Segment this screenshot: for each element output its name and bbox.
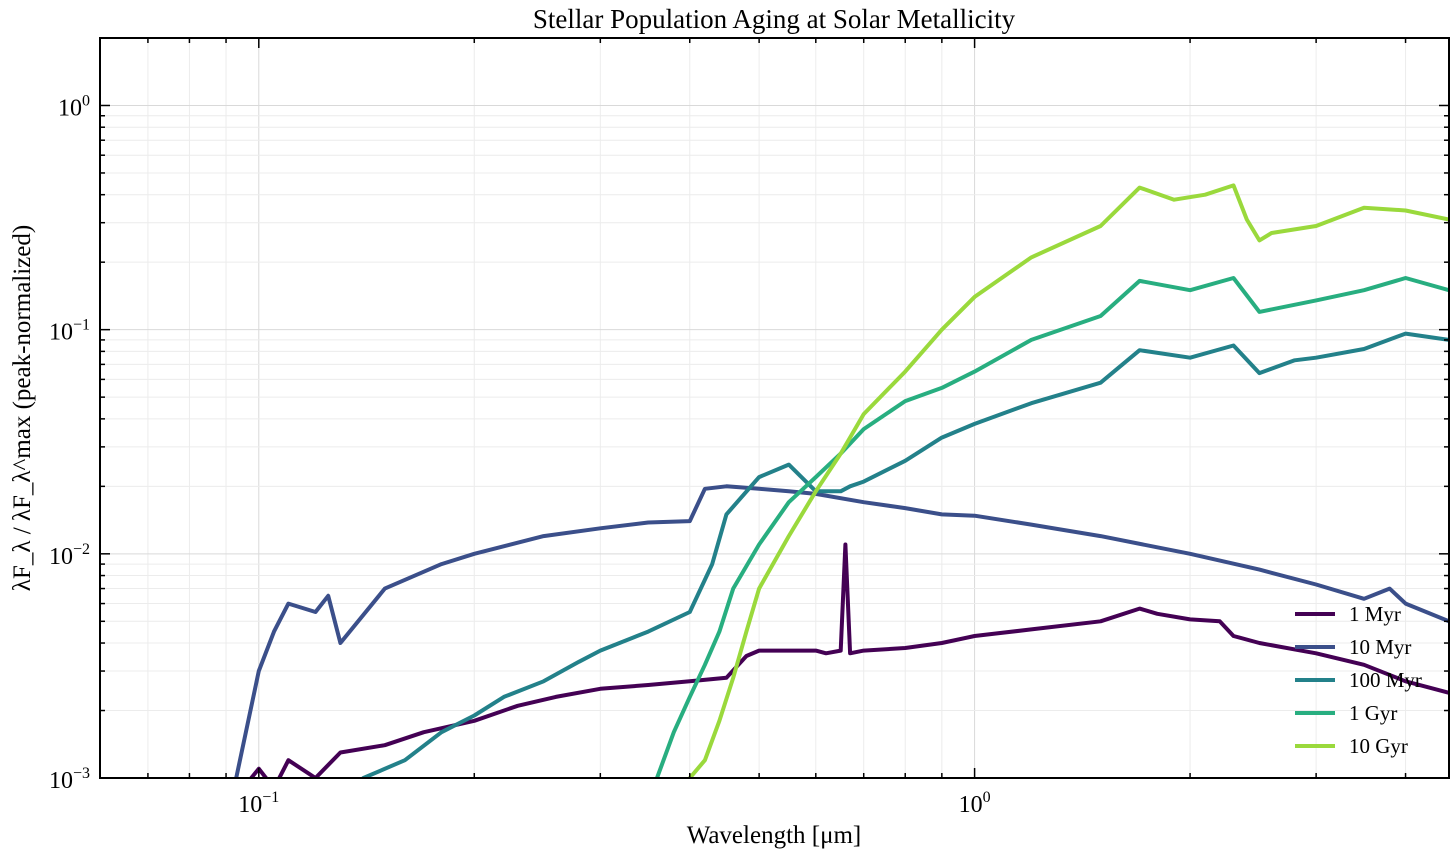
x-tick-label: 100	[959, 789, 991, 818]
x-axis-label: Wavelength [μm]	[687, 822, 862, 849]
legend-label: 1 Myr	[1349, 602, 1401, 626]
y-tick-label: 10−1	[49, 317, 90, 346]
legend-label: 1 Gyr	[1349, 701, 1397, 725]
x-tick-label: 10−1	[238, 789, 279, 818]
ticks: 10−1 100 10−3 10−2 10−1 100	[49, 37, 1449, 818]
y-tick-label: 100	[58, 92, 90, 121]
series-line	[234, 484, 1449, 778]
y-tick-label: 10−3	[49, 765, 90, 794]
y-axis-label: λF_λ / λF_λ^max (peak-normalized)	[9, 225, 36, 591]
legend-label: 100 Myr	[1349, 668, 1422, 692]
series-line	[687, 183, 1449, 778]
legend-label: 10 Myr	[1349, 635, 1411, 659]
series-line	[655, 276, 1449, 778]
legend: 1 Myr 10 Myr 100 Myr 1 Gyr 10 Gyr	[1295, 602, 1422, 758]
y-tick-label: 10−2	[49, 541, 90, 570]
plot-frame	[99, 37, 1450, 779]
series-line	[248, 542, 1449, 778]
series-layer	[234, 183, 1449, 778]
chart-title: Stellar Population Aging at Solar Metall…	[533, 4, 1016, 34]
legend-label: 10 Gyr	[1349, 734, 1408, 758]
grid	[99, 37, 1449, 779]
series-line	[361, 331, 1449, 778]
